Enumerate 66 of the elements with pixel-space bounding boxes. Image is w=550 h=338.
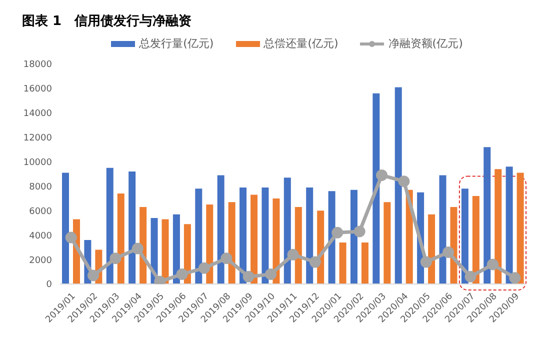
bar <box>428 214 436 284</box>
bar <box>494 169 502 284</box>
point <box>464 270 476 282</box>
y-tick-label: 2000 <box>29 256 52 266</box>
point <box>420 256 432 268</box>
legend-label: 总偿还量(亿元) <box>264 36 338 51</box>
bar <box>461 188 468 284</box>
bar <box>350 190 358 284</box>
bar <box>117 194 124 284</box>
point <box>110 252 122 264</box>
bar <box>162 219 169 284</box>
bar <box>339 242 346 284</box>
point <box>88 270 100 282</box>
bar <box>506 166 513 284</box>
bar <box>516 172 524 284</box>
y-tick-label: 6000 <box>29 206 52 217</box>
bar <box>195 188 202 284</box>
bar <box>306 187 314 284</box>
y-tick-label: 4000 <box>29 231 52 242</box>
bar <box>240 187 247 284</box>
point <box>242 270 254 282</box>
point <box>220 252 232 264</box>
point <box>509 272 521 284</box>
bar <box>62 172 69 284</box>
bar <box>128 172 136 284</box>
bar <box>294 207 302 284</box>
y-tick-label: 10000 <box>23 158 52 168</box>
bar <box>328 191 336 284</box>
bar <box>384 202 391 284</box>
y-tick-label: 14000 <box>23 109 52 120</box>
point <box>332 226 344 238</box>
bar <box>217 175 224 284</box>
bar <box>361 242 368 284</box>
bar <box>172 214 180 284</box>
point <box>65 232 77 244</box>
bar <box>439 175 446 284</box>
point <box>398 176 410 188</box>
y-tick-label: 16000 <box>23 84 52 95</box>
point <box>309 256 321 268</box>
legend-label: 净融资额(亿元) <box>388 36 463 51</box>
bar <box>106 168 114 284</box>
y-tick-label: 18000 <box>23 60 52 70</box>
point <box>265 268 277 280</box>
bar <box>206 204 214 284</box>
bar <box>484 147 491 284</box>
point <box>287 248 299 260</box>
bar <box>372 93 380 284</box>
y-tick-label: 0 <box>46 280 52 290</box>
bar <box>472 196 480 284</box>
bar <box>272 198 280 284</box>
bar <box>262 187 269 284</box>
point <box>176 268 188 280</box>
point <box>132 242 144 254</box>
point <box>198 262 210 274</box>
y-tick-label: 12000 <box>23 134 52 144</box>
y-tick-label: 8000 <box>29 182 52 192</box>
bar <box>394 87 402 284</box>
point <box>486 258 498 270</box>
point <box>354 226 366 238</box>
chart-title: 图表 1 信用债发行与净融资 <box>21 13 193 31</box>
legend-label: 总发行量(亿元) <box>139 36 214 51</box>
bar <box>228 202 236 284</box>
bar <box>250 194 258 284</box>
point <box>376 169 388 181</box>
point <box>442 246 454 258</box>
bar <box>284 178 291 284</box>
